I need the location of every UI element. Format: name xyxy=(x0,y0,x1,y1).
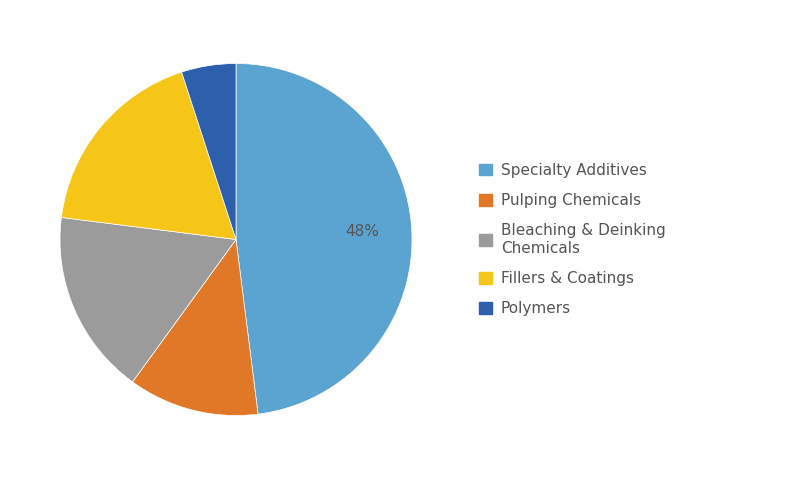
Wedge shape xyxy=(60,217,236,382)
Wedge shape xyxy=(133,240,258,415)
Wedge shape xyxy=(236,64,412,414)
Text: 48%: 48% xyxy=(346,224,379,239)
Wedge shape xyxy=(182,64,236,240)
Legend: Specialty Additives, Pulping Chemicals, Bleaching & Deinking
Chemicals, Fillers : Specialty Additives, Pulping Chemicals, … xyxy=(472,155,673,324)
Wedge shape xyxy=(62,72,236,240)
